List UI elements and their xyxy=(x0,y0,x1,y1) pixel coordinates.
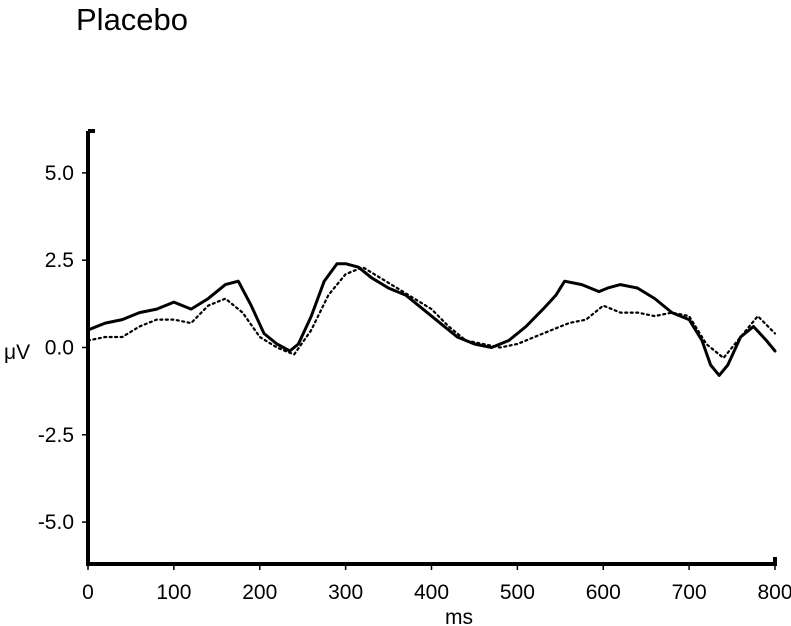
x-tick-label: 300 xyxy=(328,581,363,604)
x-tick-label: 600 xyxy=(586,581,621,604)
dotted-series-line xyxy=(86,266,777,360)
x-tick-label: 0 xyxy=(82,581,94,604)
y-tick-label: 5.0 xyxy=(45,162,74,185)
x-axis-ticks: 0 100 200 300 400 500 600 700 800 xyxy=(82,564,791,604)
x-tick-label: 400 xyxy=(414,581,449,604)
chart-title: Placebo xyxy=(76,2,189,37)
x-tick-label: 100 xyxy=(156,581,191,604)
x-tick-label: 200 xyxy=(242,581,277,604)
series-layer xyxy=(86,262,777,377)
x-tick-label: 500 xyxy=(500,581,535,604)
y-axis-label: μV xyxy=(4,341,30,364)
solid-series-line xyxy=(86,262,777,377)
y-tick-label: 2.5 xyxy=(45,249,74,272)
y-tick-label: 0.0 xyxy=(45,337,74,360)
x-tick-label: 800 xyxy=(757,581,791,604)
y-tick-label: -2.5 xyxy=(38,424,74,447)
axes xyxy=(86,129,777,566)
x-axis-label: ms xyxy=(445,606,473,626)
y-tick-label: -5.0 xyxy=(38,511,74,534)
y-axis-ticks: 5.0 2.5 0.0 -2.5 -5.0 xyxy=(38,162,88,534)
x-tick-label: 700 xyxy=(672,581,707,604)
